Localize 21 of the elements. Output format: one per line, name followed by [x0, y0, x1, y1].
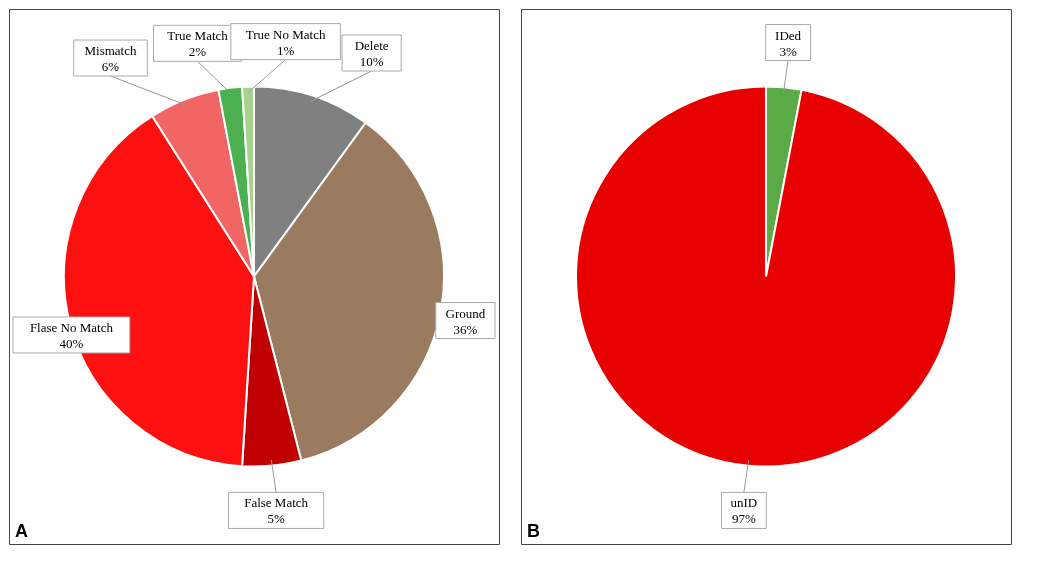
pie-slice	[575, 85, 957, 468]
text: A	[15, 521, 28, 541]
data-label: 1%	[276, 42, 295, 58]
data-label: 3%	[779, 43, 797, 59]
data-label: 6%	[101, 59, 120, 74]
data-label: 5%	[267, 511, 285, 527]
data-label: 36%	[453, 321, 478, 337]
slice-label: Ground	[445, 305, 486, 321]
slice-label: IDed	[775, 27, 802, 43]
data-label: 10%	[359, 54, 384, 69]
slice-label: True Match	[167, 28, 229, 44]
slice-label: Flase No Match	[29, 319, 114, 335]
text: B	[527, 521, 540, 541]
slice-label: Mismatch	[84, 43, 137, 58]
slice-label: True No Match	[245, 26, 326, 42]
slice-label: unID	[730, 495, 758, 511]
slice-label: Delete	[354, 38, 389, 53]
data-label: 2%	[188, 44, 207, 60]
slice-label: False Match	[244, 495, 309, 511]
data-label: 40%	[59, 335, 84, 351]
data-label: 97%	[731, 511, 756, 527]
